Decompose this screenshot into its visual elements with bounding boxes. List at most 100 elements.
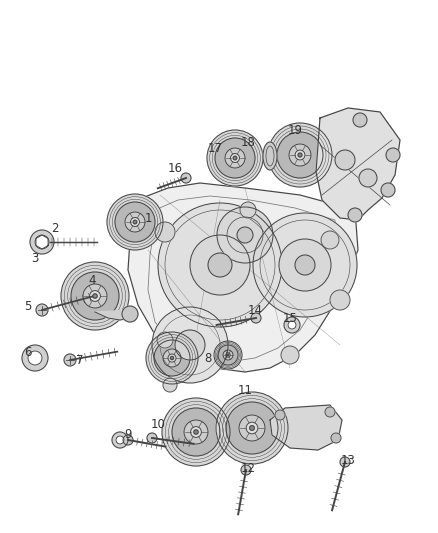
- Circle shape: [237, 227, 253, 243]
- Circle shape: [162, 398, 230, 466]
- Circle shape: [115, 202, 155, 242]
- Circle shape: [131, 217, 139, 227]
- Circle shape: [218, 345, 238, 365]
- Circle shape: [146, 332, 198, 384]
- Circle shape: [30, 230, 54, 254]
- Polygon shape: [95, 310, 135, 320]
- Text: 16: 16: [167, 161, 183, 174]
- Circle shape: [170, 357, 173, 360]
- Circle shape: [90, 290, 100, 301]
- Circle shape: [240, 202, 256, 218]
- Circle shape: [216, 392, 288, 464]
- Circle shape: [207, 130, 263, 186]
- Circle shape: [233, 156, 237, 160]
- Circle shape: [190, 235, 250, 295]
- Circle shape: [163, 349, 181, 367]
- Text: 5: 5: [25, 300, 32, 312]
- Circle shape: [181, 173, 191, 183]
- Text: 8: 8: [204, 351, 212, 365]
- Circle shape: [163, 378, 177, 392]
- Circle shape: [330, 290, 350, 310]
- Polygon shape: [128, 183, 358, 372]
- Circle shape: [386, 148, 400, 162]
- Circle shape: [241, 465, 251, 475]
- Circle shape: [359, 169, 377, 187]
- Circle shape: [112, 432, 128, 448]
- Text: 11: 11: [237, 384, 252, 397]
- Circle shape: [279, 239, 331, 291]
- Circle shape: [93, 294, 97, 298]
- Circle shape: [22, 345, 48, 371]
- Text: 19: 19: [287, 124, 303, 136]
- Circle shape: [340, 457, 350, 467]
- Circle shape: [239, 415, 265, 441]
- Text: 3: 3: [31, 252, 39, 264]
- Circle shape: [175, 330, 205, 360]
- Polygon shape: [270, 405, 342, 450]
- Polygon shape: [36, 235, 48, 249]
- Circle shape: [107, 194, 163, 250]
- Circle shape: [275, 410, 285, 420]
- Circle shape: [133, 220, 137, 224]
- Circle shape: [147, 433, 157, 443]
- Circle shape: [208, 253, 232, 277]
- Circle shape: [28, 351, 42, 365]
- Circle shape: [226, 402, 278, 454]
- Circle shape: [295, 255, 315, 275]
- Circle shape: [298, 153, 302, 157]
- Circle shape: [295, 150, 305, 160]
- Text: 17: 17: [208, 141, 223, 155]
- Circle shape: [321, 231, 339, 249]
- Circle shape: [217, 207, 273, 263]
- Circle shape: [152, 307, 228, 383]
- Circle shape: [230, 154, 240, 163]
- Circle shape: [246, 422, 258, 434]
- Circle shape: [194, 430, 198, 434]
- Text: 13: 13: [341, 454, 356, 466]
- Circle shape: [184, 420, 208, 444]
- Circle shape: [227, 354, 229, 356]
- Circle shape: [191, 426, 201, 438]
- Circle shape: [289, 144, 311, 166]
- Circle shape: [331, 433, 341, 443]
- Circle shape: [335, 150, 355, 170]
- Circle shape: [154, 340, 190, 376]
- Circle shape: [226, 353, 230, 357]
- Circle shape: [223, 350, 233, 360]
- Circle shape: [214, 341, 242, 369]
- Text: 14: 14: [247, 303, 262, 317]
- Circle shape: [61, 262, 129, 330]
- Text: 10: 10: [151, 418, 166, 432]
- Circle shape: [71, 272, 119, 320]
- Text: 18: 18: [240, 135, 255, 149]
- Circle shape: [268, 123, 332, 187]
- Circle shape: [64, 354, 76, 366]
- Polygon shape: [316, 108, 400, 220]
- Circle shape: [83, 284, 107, 308]
- Circle shape: [168, 354, 176, 362]
- Text: 6: 6: [24, 345, 32, 359]
- Circle shape: [155, 222, 175, 242]
- Circle shape: [251, 313, 261, 323]
- Text: 15: 15: [283, 311, 297, 325]
- Circle shape: [157, 332, 173, 348]
- Text: 2: 2: [51, 222, 59, 235]
- Circle shape: [116, 436, 124, 444]
- Circle shape: [35, 235, 49, 249]
- Circle shape: [158, 203, 282, 327]
- Text: 1: 1: [144, 212, 152, 224]
- Text: 9: 9: [124, 429, 132, 441]
- Circle shape: [353, 113, 367, 127]
- Circle shape: [122, 306, 138, 322]
- Circle shape: [36, 304, 48, 316]
- Circle shape: [250, 426, 254, 430]
- Ellipse shape: [263, 142, 277, 170]
- Circle shape: [284, 317, 300, 333]
- Text: 12: 12: [240, 462, 255, 474]
- Text: 7: 7: [76, 353, 84, 367]
- Circle shape: [253, 213, 357, 317]
- Circle shape: [281, 346, 299, 364]
- Circle shape: [172, 408, 220, 456]
- Circle shape: [123, 435, 133, 445]
- Circle shape: [125, 212, 145, 232]
